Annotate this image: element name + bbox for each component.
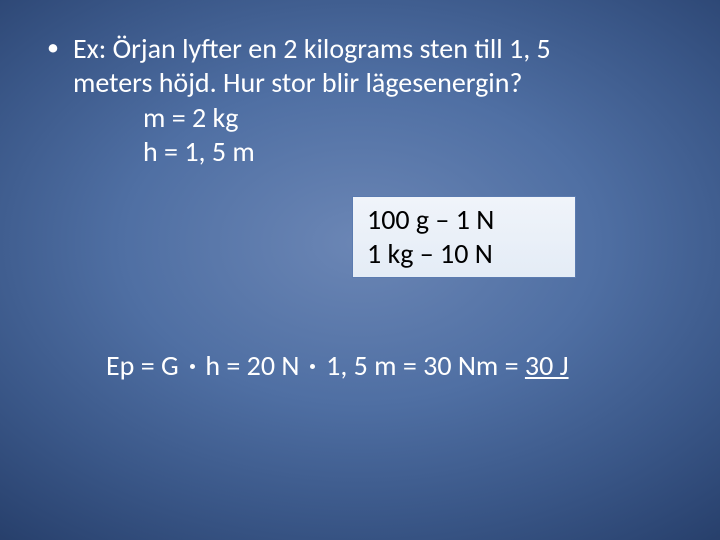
given-mass: m = 2 kg — [143, 101, 690, 135]
bullet-paragraph: • Ex: Örjan lyfter en 2 kilograms sten t… — [45, 32, 690, 170]
equation-lhs: Ep = G — [106, 348, 179, 383]
equation-result: 30 J — [525, 348, 569, 383]
multiply-dot-icon — [306, 348, 320, 383]
multiply-dot-icon — [185, 348, 199, 383]
equation-mid1: h = 20 N — [205, 348, 299, 383]
equation-mid2: 1, 5 m = 30 Nm = — [326, 348, 518, 383]
conversion-box: 100 g – 1 N 1 kg – 10 N — [352, 196, 576, 278]
conversion-line-2: 1 kg – 10 N — [367, 237, 561, 271]
bullet-line-2: meters höjd. Hur stor blir lägesenergin? — [73, 65, 522, 100]
givens-block: m = 2 kg h = 1, 5 m — [143, 101, 690, 169]
given-height: h = 1, 5 m — [143, 135, 690, 169]
bullet-text: Ex: Örjan lyfter en 2 kilograms sten til… — [73, 32, 690, 99]
equation-line: Ep = G h = 20 N 1, 5 m = 30 Nm = 30 J — [106, 348, 569, 383]
slide: • Ex: Örjan lyfter en 2 kilograms sten t… — [0, 0, 720, 540]
bullet-marker: • — [45, 32, 73, 64]
bullet-row: • Ex: Örjan lyfter en 2 kilograms sten t… — [45, 32, 690, 99]
bullet-line-1: Ex: Örjan lyfter en 2 kilograms sten til… — [73, 31, 551, 66]
conversion-line-1: 100 g – 1 N — [367, 203, 561, 237]
